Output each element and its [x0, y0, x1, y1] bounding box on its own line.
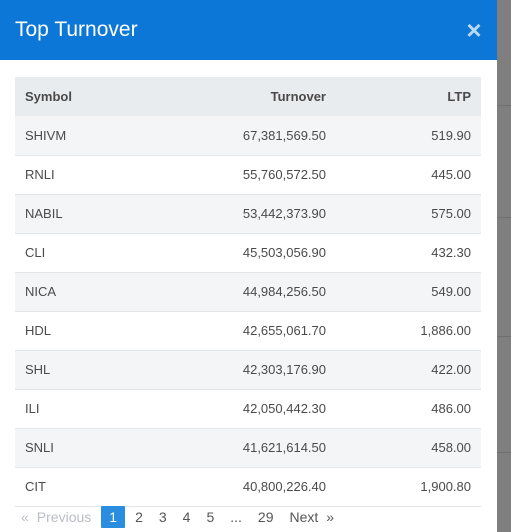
table-header-row: Symbol Turnover LTP [15, 77, 481, 116]
cell-turnover: 42,050,442.30 [242, 401, 326, 416]
table-row[interactable]: CIT 40,800,226.40 1,900.80 [15, 467, 481, 506]
previous-label: Previous [36, 509, 92, 525]
table-row[interactable]: RNLI 55,760,572.50 445.00 [15, 155, 481, 194]
backdrop-divider [497, 217, 511, 218]
table-row[interactable]: CLI 45,503,056.90 432.30 [15, 233, 481, 272]
modal-backdrop[interactable] [497, 0, 511, 532]
close-icon[interactable]: × [466, 15, 482, 45]
backdrop-divider [497, 452, 511, 453]
table-row[interactable]: NICA 44,984,256.50 549.00 [15, 272, 481, 311]
column-header-ltp[interactable]: LTP [447, 89, 471, 104]
backdrop-divider [497, 105, 511, 106]
modal-title: Top Turnover [15, 18, 138, 41]
cell-turnover: 41,621,614.50 [242, 440, 326, 455]
next-arrow-icon: » [326, 509, 335, 525]
next-page-button[interactable]: Next » [284, 506, 341, 528]
page-button-5[interactable]: 5 [206, 509, 215, 525]
cell-ltp: 519.90 [431, 127, 471, 143]
cell-symbol: HDL [25, 323, 52, 338]
cell-ltp: 1,886.00 [420, 323, 471, 338]
cell-turnover: 42,655,061.70 [242, 323, 326, 338]
cell-turnover: 40,800,226.40 [242, 479, 326, 494]
page-button-4[interactable]: 4 [182, 509, 191, 525]
cell-turnover: 42,303,176.90 [242, 362, 326, 377]
next-label: Next [289, 509, 319, 525]
cell-symbol: CLI [25, 245, 46, 260]
cell-turnover: 45,503,056.90 [242, 245, 326, 260]
table-row[interactable]: ILI 42,050,442.30 486.00 [15, 389, 481, 428]
cell-symbol: SHIVM [25, 127, 67, 143]
table-row[interactable]: SHIVM 67,381,569.50 519.90 [15, 116, 481, 155]
cell-ltp: 445.00 [431, 167, 471, 182]
cell-ltp: 486.00 [431, 401, 471, 416]
page-button-3[interactable]: 3 [158, 509, 167, 525]
cell-symbol: NICA [25, 284, 57, 299]
table-row[interactable]: NABIL 53,442,373.90 575.00 [15, 194, 481, 233]
page-button-1[interactable]: 1 [101, 506, 126, 528]
column-header-symbol[interactable]: Symbol [25, 89, 72, 104]
cell-symbol: RNLI [25, 167, 55, 182]
page-button-2[interactable]: 2 [135, 509, 143, 525]
cell-turnover: 44,984,256.50 [242, 284, 326, 299]
cell-ltp: 549.00 [431, 284, 471, 299]
cell-ltp: 1,900.80 [420, 479, 471, 494]
cell-ltp: 432.30 [431, 245, 471, 260]
cell-ltp: 575.00 [431, 206, 471, 221]
cell-ltp: 458.00 [431, 440, 471, 455]
cell-symbol: SHL [25, 362, 51, 377]
column-header-turnover[interactable]: Turnover [270, 89, 326, 104]
table-row[interactable]: SNLI 41,621,614.50 458.00 [15, 428, 481, 467]
top-turnover-modal: Top Turnover × Symbol Turnover LTP SHIVM… [0, 0, 497, 529]
table-row[interactable]: SHL 42,303,176.90 422.00 [15, 350, 481, 389]
cell-turnover: 55,760,572.50 [242, 167, 326, 182]
prev-arrow-icon: « [21, 509, 29, 525]
cell-ltp: 422.00 [431, 362, 471, 377]
page-button-29[interactable]: 29 [257, 509, 274, 525]
cell-symbol: ILI [25, 401, 40, 416]
cell-symbol: SNLI [25, 440, 54, 455]
backdrop-divider [497, 336, 511, 337]
pagination-ellipsis: ... [230, 509, 242, 525]
cell-turnover: 67,381,569.50 [242, 127, 326, 143]
cell-symbol: NABIL [25, 206, 63, 221]
table-row[interactable]: HDL 42,655,061.70 1,886.00 [15, 311, 481, 350]
pagination: « Previous 1 2 3 4 5... 29 Next » [15, 505, 344, 529]
cell-turnover: 53,442,373.90 [242, 206, 326, 221]
modal-header: Top Turnover × [0, 0, 497, 60]
previous-page-button[interactable]: « Previous [15, 506, 97, 528]
cell-symbol: CIT [25, 479, 46, 494]
turnover-table: Symbol Turnover LTP SHIVM 67,381,569.50 51… [15, 77, 481, 507]
